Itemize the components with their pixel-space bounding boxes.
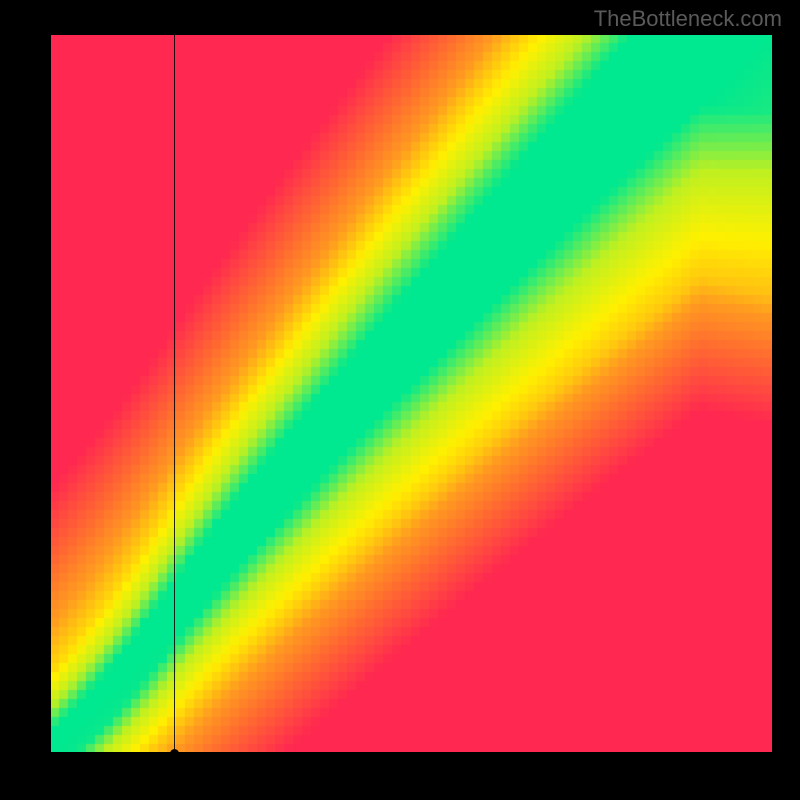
heatmap-canvas (50, 35, 772, 753)
marker-vertical-line (174, 35, 175, 753)
x-axis-line (46, 752, 776, 754)
plot-area (50, 35, 772, 753)
y-axis-line (49, 31, 51, 757)
watermark-text: TheBottleneck.com (594, 6, 782, 32)
marker-dot (170, 749, 179, 758)
